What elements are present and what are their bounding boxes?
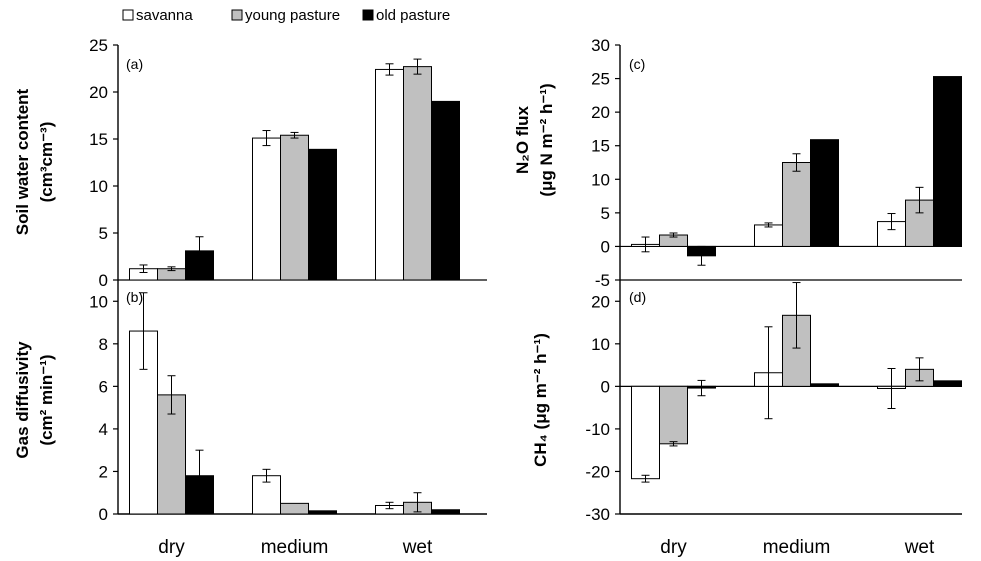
panel-label: (d): [629, 289, 646, 305]
y-tick-label: 0: [99, 505, 108, 524]
panel-b: 0 2 4 6 8 10 (b) Gas diffusivity (cm² min⁻¹) dry m…: [13, 280, 487, 558]
y-tick-label: 10: [89, 292, 108, 311]
y-tick-label: 20: [591, 292, 610, 311]
bar-young-pasture-dry: [157, 394, 186, 515]
panel-label: (c): [629, 56, 645, 72]
bar-old-pasture-medium: [810, 383, 839, 387]
y-tick-label: -20: [585, 462, 610, 481]
y-axis-label: CH₄ (μg m⁻² h⁻¹): [531, 333, 550, 467]
panel-label: (b): [126, 289, 143, 305]
y-tick-label: 30: [591, 36, 610, 55]
bar-young-pasture-wet: [403, 66, 432, 281]
bar-young-pasture-medium: [280, 502, 309, 515]
y-tick-label: 20: [89, 83, 108, 102]
y-tick-label: -30: [585, 505, 610, 524]
bar-young-pasture-medium: [280, 134, 309, 281]
y-tick-label: 4: [99, 420, 108, 439]
y-tick-label: 2: [99, 462, 108, 481]
x-category-label-dry: dry: [660, 537, 687, 558]
y-tick-label: 10: [591, 170, 610, 189]
legend-swatch-savanna: [122, 9, 134, 21]
y-tick-label: 6: [99, 377, 108, 396]
legend-swatch-young-pasture: [231, 9, 243, 21]
y-axis-unit-label: (cm³cm⁻³): [37, 122, 56, 203]
panel-d: -30 -20 -10 0 10 20 (d) CH₄ (μg m⁻² h⁻¹): [531, 280, 962, 524]
panel-a: 0 5 10 15 20 25 (a) Soil water content (cm³cm⁻³): [13, 36, 487, 290]
y-axis-label: Gas diffusivity: [13, 341, 32, 459]
y-tick-label: 25: [89, 36, 108, 55]
y-tick-label: 15: [591, 137, 610, 156]
bar-old-pasture-medium: [308, 148, 337, 281]
y-axis-label: N₂O flux: [513, 105, 532, 174]
y-tick-label: 10: [591, 335, 610, 354]
legend-label-young-pasture: young pasture: [245, 7, 340, 24]
y-tick-label: 5: [601, 204, 610, 223]
y-tick-label: -5: [595, 271, 610, 290]
bar-savanna-wet: [375, 68, 404, 281]
y-tick-label: 0: [99, 271, 108, 290]
y-tick-label: 0: [601, 377, 610, 396]
x-category-label-wet: wet: [402, 537, 433, 558]
panel-c: -5 0 5 10 15 20 25 30 (c) N₂O flux (μg N m⁻² h⁻¹) d…: [513, 36, 962, 558]
bar-old-pasture-wet: [431, 100, 460, 281]
bar-young-pasture-medium: [782, 162, 811, 247]
legend-label-old-pasture: old pasture: [376, 7, 450, 24]
bar-old-pasture-wet: [933, 380, 962, 387]
y-tick-label: 5: [99, 224, 108, 243]
panel-label: (a): [126, 56, 143, 72]
y-axis-unit-label: (μg N m⁻² h⁻¹): [537, 83, 556, 196]
legend-item-old-pasture: old pasture: [362, 7, 450, 24]
y-axis-label: Soil water content: [13, 88, 32, 235]
y-tick-label: 0: [601, 237, 610, 256]
bar-old-pasture-medium: [810, 139, 839, 247]
bar-young-pasture-dry: [659, 385, 688, 445]
y-tick-label: 10: [89, 177, 108, 196]
legend-item-savanna: savanna: [122, 7, 193, 24]
bar-old-pasture-wet: [933, 76, 962, 247]
x-category-label-medium: medium: [261, 537, 329, 558]
y-tick-label: 20: [591, 103, 610, 122]
y-tick-label: 8: [99, 335, 108, 354]
x-category-label-wet: wet: [904, 537, 935, 558]
y-tick-label: 15: [89, 130, 108, 149]
legend-swatch-old-pasture: [362, 9, 374, 21]
x-category-label-medium: medium: [763, 537, 831, 558]
legend-item-young-pasture: young pasture: [231, 7, 340, 24]
bar-savanna-medium: [252, 137, 281, 281]
bar-old-pasture-wet: [431, 509, 460, 515]
bar-old-pasture-medium: [308, 510, 337, 515]
y-axis-unit-label: (cm² min⁻¹): [37, 354, 56, 445]
bar-savanna-dry: [631, 385, 660, 480]
bar-savanna-medium: [754, 224, 783, 247]
legend: savanna young pasture old pasture: [122, 7, 450, 24]
legend-label-savanna: savanna: [136, 7, 193, 24]
y-tick-label: 25: [591, 70, 610, 89]
x-category-label-dry: dry: [158, 537, 185, 558]
y-tick-label: -10: [585, 420, 610, 439]
